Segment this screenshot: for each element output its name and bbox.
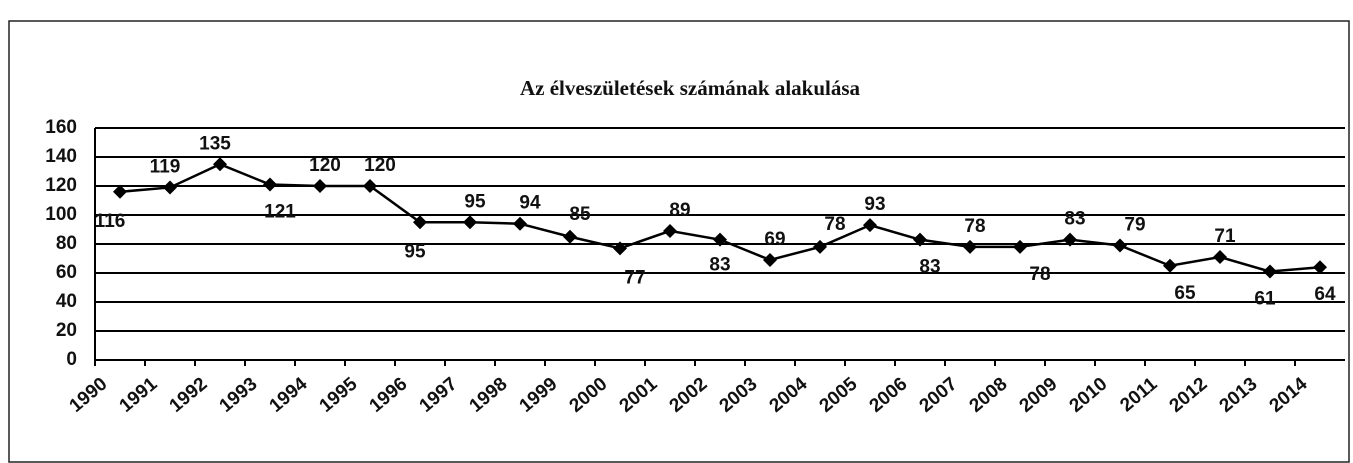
data-label: 89 xyxy=(669,200,690,221)
data-label: 94 xyxy=(519,193,541,214)
x-tick-label: 2007 xyxy=(916,374,962,417)
x-tick-label: 2012 xyxy=(1166,374,1212,417)
x-tick-label: 1992 xyxy=(166,374,212,417)
y-tick-label: 160 xyxy=(45,117,77,138)
data-label: 78 xyxy=(824,214,845,235)
point-marker xyxy=(213,157,227,172)
data-label: 64 xyxy=(1314,284,1336,305)
data-label: 71 xyxy=(1214,226,1236,247)
data-label: 77 xyxy=(624,267,645,288)
x-tick-label: 1995 xyxy=(316,373,362,417)
data-label: 120 xyxy=(364,155,396,176)
data-label: 78 xyxy=(1029,264,1050,285)
data-label: 120 xyxy=(309,155,341,176)
point-marker xyxy=(1063,232,1077,247)
x-tick-label: 2011 xyxy=(1116,373,1161,416)
y-tick-label: 80 xyxy=(56,233,77,254)
data-label: 83 xyxy=(919,257,940,278)
point-marker xyxy=(963,239,977,254)
data-label: 121 xyxy=(264,202,296,223)
point-marker xyxy=(1263,264,1277,279)
x-tick-label: 2002 xyxy=(666,374,712,417)
data-label: 65 xyxy=(1174,283,1196,304)
data-label: 95 xyxy=(404,241,426,262)
y-tick-label: 0 xyxy=(66,349,77,370)
y-tick-label: 120 xyxy=(45,175,77,196)
point-marker xyxy=(863,218,877,233)
point-marker xyxy=(1213,250,1227,265)
y-tick-label: 140 xyxy=(45,146,77,167)
x-tick-label: 1993 xyxy=(216,374,262,417)
y-tick-label: 60 xyxy=(56,262,77,283)
x-tick-label: 1999 xyxy=(516,374,562,417)
data-label: 116 xyxy=(95,211,126,232)
x-tick-label: 2014 xyxy=(1266,373,1312,417)
data-label: 78 xyxy=(964,216,985,237)
point-marker xyxy=(163,180,177,195)
data-label: 83 xyxy=(1064,209,1085,230)
data-label: 135 xyxy=(199,133,231,154)
point-marker xyxy=(313,179,327,193)
x-tick-label: 1998 xyxy=(466,374,512,417)
x-tick-label: 1996 xyxy=(366,374,412,417)
x-tick-label: 2009 xyxy=(1016,374,1062,417)
x-tick-label: 2005 xyxy=(816,373,862,417)
y-tick-label: 20 xyxy=(56,320,77,341)
point-marker xyxy=(563,229,577,244)
x-tick-label: 2001 xyxy=(616,373,662,417)
point-marker xyxy=(913,232,927,247)
point-marker xyxy=(713,232,727,247)
x-tick-label: 2006 xyxy=(866,374,912,417)
point-marker xyxy=(1113,238,1127,253)
point-marker xyxy=(263,177,277,192)
point-marker xyxy=(113,184,127,199)
point-marker xyxy=(1013,239,1027,254)
point-marker xyxy=(463,215,477,230)
data-label: 85 xyxy=(569,204,591,225)
y-tick-label: 40 xyxy=(56,291,77,312)
x-tick-label: 2000 xyxy=(566,374,612,417)
data-label: 79 xyxy=(1124,214,1145,235)
data-label: 61 xyxy=(1254,289,1276,310)
x-tick-label: 2008 xyxy=(966,374,1012,417)
x-tick-label: 2010 xyxy=(1066,374,1112,417)
point-marker xyxy=(813,239,827,254)
data-label: 69 xyxy=(764,229,785,250)
data-label: 95 xyxy=(464,191,486,212)
point-marker xyxy=(663,223,677,238)
x-tick-label: 2004 xyxy=(766,373,812,417)
x-tick-label: 1997 xyxy=(416,374,462,417)
point-marker xyxy=(1163,258,1177,273)
x-tick-label: 1990 xyxy=(66,374,112,417)
x-tick-label: 1991 xyxy=(116,373,162,417)
point-marker xyxy=(1313,260,1327,275)
chart-title: Az élveszületések számának alakulása xyxy=(520,76,861,100)
point-marker xyxy=(413,215,427,230)
chart-frame xyxy=(8,20,1350,463)
data-label: 83 xyxy=(709,255,730,276)
data-label: 119 xyxy=(150,156,181,177)
point-marker xyxy=(513,216,527,231)
x-tick-label: 2003 xyxy=(716,374,762,417)
point-marker xyxy=(363,179,377,193)
x-tick-label: 2013 xyxy=(1216,374,1262,417)
x-tick-label: 1994 xyxy=(266,373,312,417)
data-label: 93 xyxy=(864,194,885,215)
y-tick-label: 100 xyxy=(45,204,77,225)
point-marker xyxy=(613,241,627,256)
point-marker xyxy=(763,252,777,267)
